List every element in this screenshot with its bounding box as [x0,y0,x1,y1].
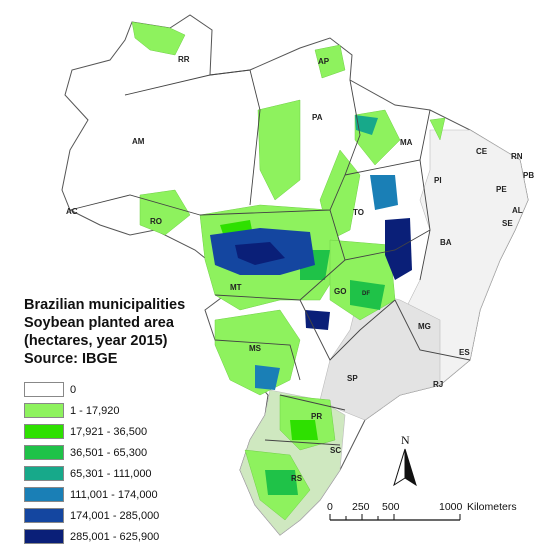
legend-swatch [24,382,64,397]
state-label-ms: MS [249,344,262,353]
scale-unit: Kilometers [467,501,517,513]
state-label-pi: PI [434,176,442,185]
state-label-mg: MG [418,322,431,331]
legend-swatch [24,424,64,439]
state-label-am: AM [132,137,145,146]
legend-swatch [24,445,64,460]
legend-title-line-1: Brazilian municipalities [24,297,186,313]
legend-label: 17,921 - 36,500 [70,425,148,438]
state-label-pe: PE [496,185,507,194]
legend-swatch [24,508,64,523]
state-label-pb: PB [523,171,534,180]
scale-tick-500: 500 [382,501,400,513]
north-arrow-right [404,448,417,487]
state-label-pa: PA [312,113,323,122]
southeast-municipal-area [319,289,441,421]
soy-high-areas [210,175,412,390]
legend-item: 65,301 - 111,000 [24,463,159,484]
legend-swatch [24,487,64,502]
legend-item: 174,001 - 285,000 [24,505,159,526]
legend-label: 1 - 17,920 [70,404,120,417]
state-label-al: AL [512,206,523,215]
state-label-rn: RN [511,152,523,161]
state-label-pr: PR [311,412,322,421]
legend-title-line-2: Soybean planted area [24,315,174,331]
north-arrow-label: N [401,433,410,447]
state-label-se: SE [502,219,513,228]
state-label-go: GO [334,287,346,296]
legend-item: 17,921 - 36,500 [24,421,159,442]
legend-title-line-4: Source: IBGE [24,351,118,367]
state-label-ap: AP [318,57,330,66]
scale-bar: 0 250 500 1000 Kilometers [327,501,517,521]
state-label-rj: RJ [433,380,443,389]
legend-item: 0 [24,379,159,400]
state-label-rs: RS [291,474,303,483]
state-labels: RR AP AM PA MA CE RN PB PE PI AL SE AC R… [66,55,534,483]
state-label-ro: RO [150,217,162,226]
legend-swatch [24,403,64,418]
scale-tick-250: 250 [352,501,370,513]
state-label-df: DF [362,291,370,297]
legend-swatch [24,466,64,481]
legend-label: 285,001 - 625,900 [70,530,160,543]
state-label-sc: SC [330,446,341,455]
legend-item: 285,001 - 625,900 [24,526,159,547]
north-arrow: N [393,433,417,487]
north-arrow-left [393,448,406,487]
legend-title: Brazilian municipalities Soybean planted… [24,296,185,368]
state-label-mt: MT [230,283,242,292]
state-label-es: ES [459,348,470,357]
legend-item: 1 - 17,920 [24,400,159,421]
state-label-rr: RR [178,55,190,64]
state-label-ba: BA [440,238,452,247]
state-borders [69,69,471,446]
state-label-ce: CE [476,147,488,156]
legend-item: 36,501 - 65,300 [24,442,159,463]
legend-label: 36,501 - 65,300 [70,446,148,459]
state-label-ac: AC [66,207,78,216]
legend-swatch [24,529,64,544]
legend-label: 0 [70,383,77,396]
legend-item: 111,001 - 174,000 [24,484,159,505]
scale-tick-0: 0 [327,501,333,513]
legend-label: 65,301 - 111,000 [70,467,152,480]
legend: 0 1 - 17,920 17,921 - 36,500 36,501 - 65… [24,379,159,547]
scale-tick-1000: 1000 [439,501,463,513]
state-label-sp: SP [347,374,358,383]
state-label-ma: MA [400,138,413,147]
legend-title-line-3: (hectares, year 2015) [24,333,168,349]
state-label-to: TO [353,208,364,217]
legend-label: 111,001 - 174,000 [70,488,158,501]
legend-label: 174,001 - 285,000 [70,509,160,522]
